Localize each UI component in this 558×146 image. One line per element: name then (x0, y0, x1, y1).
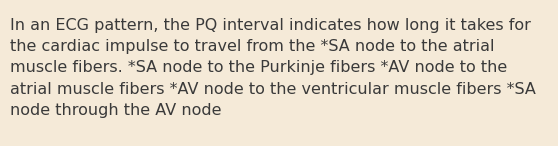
Text: In an ECG pattern, the PQ interval indicates how long it takes for
the cardiac i: In an ECG pattern, the PQ interval indic… (10, 18, 536, 118)
